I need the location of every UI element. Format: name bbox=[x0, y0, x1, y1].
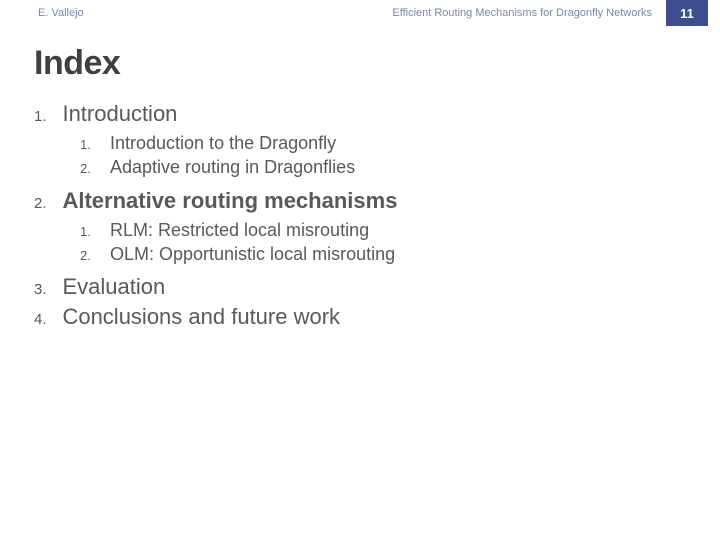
outline-subitem: RLM: Restricted local misrouting bbox=[80, 218, 686, 242]
outline-subitem: Introduction to the Dragonfly bbox=[80, 131, 686, 155]
outline-sublist: RLM: Restricted local misrouting OLM: Op… bbox=[80, 218, 686, 267]
outline-item: Evaluation bbox=[34, 274, 686, 300]
header-author: E. Vallejo bbox=[38, 7, 84, 19]
outline-list: Introduction Introduction to the Dragonf… bbox=[34, 101, 686, 330]
page-number-box: 11 bbox=[666, 0, 708, 26]
slide-content: Index Introduction Introduction to the D… bbox=[0, 26, 720, 330]
outline-label: Evaluation bbox=[62, 274, 165, 299]
outline-subitem: Adaptive routing in Dragonflies bbox=[80, 155, 686, 179]
outline-item: Conclusions and future work bbox=[34, 304, 686, 330]
slide: E. Vallejo Efficient Routing Mechanisms … bbox=[0, 0, 720, 540]
outline-label: Conclusions and future work bbox=[62, 304, 340, 329]
outline-item: Introduction Introduction to the Dragonf… bbox=[34, 101, 686, 180]
page-number: 11 bbox=[680, 6, 694, 21]
outline-label: Introduction bbox=[62, 101, 177, 126]
header-title: Efficient Routing Mechanisms for Dragonf… bbox=[392, 7, 652, 19]
outline-subitem: OLM: Opportunistic local misrouting bbox=[80, 242, 686, 266]
outline-label: Alternative routing mechanisms bbox=[62, 188, 397, 213]
outline-item: Alternative routing mechanisms RLM: Rest… bbox=[34, 188, 686, 267]
slide-header: E. Vallejo Efficient Routing Mechanisms … bbox=[0, 0, 720, 26]
slide-title: Index bbox=[34, 44, 686, 83]
outline-sublist: Introduction to the Dragonfly Adaptive r… bbox=[80, 131, 686, 180]
